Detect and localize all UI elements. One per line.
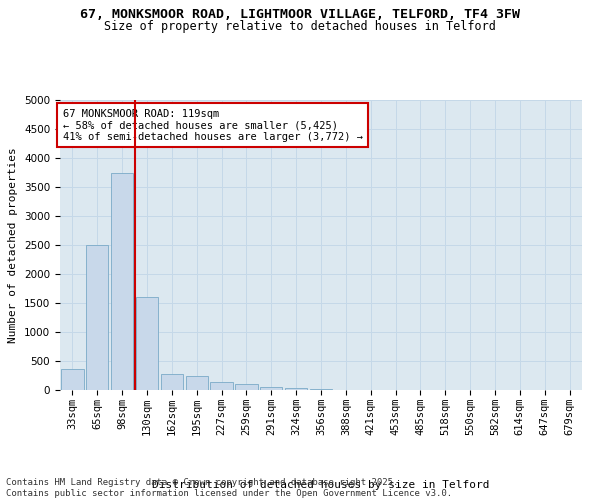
- Text: 67 MONKSMOOR ROAD: 119sqm
← 58% of detached houses are smaller (5,425)
41% of se: 67 MONKSMOOR ROAD: 119sqm ← 58% of detac…: [62, 108, 362, 142]
- Bar: [185, 376, 208, 390]
- Bar: [136, 297, 158, 390]
- Bar: [235, 384, 257, 390]
- Text: 67, MONKSMOOR ROAD, LIGHTMOOR VILLAGE, TELFORD, TF4 3FW: 67, MONKSMOOR ROAD, LIGHTMOOR VILLAGE, T…: [80, 8, 520, 20]
- Bar: [86, 245, 109, 390]
- Bar: [211, 382, 233, 390]
- Y-axis label: Number of detached properties: Number of detached properties: [8, 147, 19, 343]
- Bar: [260, 387, 283, 390]
- Text: Size of property relative to detached houses in Telford: Size of property relative to detached ho…: [104, 20, 496, 33]
- Text: Distribution of detached houses by size in Telford: Distribution of detached houses by size …: [152, 480, 490, 490]
- Bar: [61, 368, 83, 390]
- Text: Contains HM Land Registry data © Crown copyright and database right 2025.
Contai: Contains HM Land Registry data © Crown c…: [6, 478, 452, 498]
- Bar: [111, 172, 133, 390]
- Bar: [285, 388, 307, 390]
- Bar: [161, 374, 183, 390]
